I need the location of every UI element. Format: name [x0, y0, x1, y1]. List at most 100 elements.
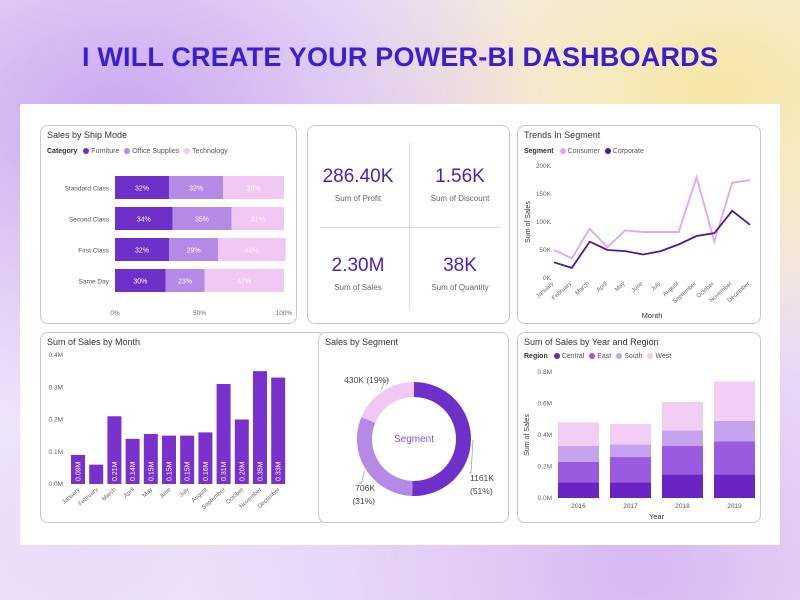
month-bar-april	[125, 438, 140, 484]
trend-legend[interactable]: Segment Consumer Corporate	[524, 148, 647, 155]
trend-x-tick-may: May	[614, 281, 626, 293]
region-y-axis-label: Sum of Sales	[524, 414, 531, 456]
ship-data-label: 23%	[178, 279, 192, 286]
legend-technology[interactable]: Technology	[184, 148, 228, 155]
region-x-tick-2016: 2016	[571, 503, 586, 510]
month-y-tick: 0.1M	[49, 449, 63, 456]
ship-mode-panel[interactable]: Sales by Ship Mode Category Furniture Of…	[40, 125, 297, 324]
region-x-tick-2018: 2018	[675, 503, 690, 510]
ship-data-label: 34%	[137, 217, 151, 224]
region-bar-west-2016	[558, 422, 599, 447]
region-x-axis-label: Year	[649, 512, 665, 521]
month-y-tick: 0.2M	[49, 417, 63, 424]
ship-data-label: 32%	[189, 186, 203, 193]
trend-panel[interactable]: Trends In Segment Segment Consumer Corpo…	[517, 125, 761, 324]
ship-bar-office-supplies-first-class	[169, 238, 219, 261]
region-bar-south-2019	[714, 420, 755, 442]
legend-consumer[interactable]: Consumer	[559, 148, 600, 155]
month-data-label: 0.16M	[203, 461, 210, 481]
region-bar-central-2019	[714, 474, 755, 498]
month-bar-september	[216, 384, 231, 484]
ship-x-tick: 50%	[193, 310, 206, 317]
technology-dot-icon	[184, 148, 191, 154]
ship-data-label: 32%	[135, 248, 149, 255]
ship-mode-legend[interactable]: Category Furniture Office Supplies Techn…	[47, 148, 231, 155]
month-data-label: 0.35M	[258, 461, 265, 481]
trend-y-tick: 0K	[543, 275, 552, 282]
legend-central[interactable]: Central	[553, 353, 584, 360]
page-headline: I WILL CREATE YOUR POWER-BI DASHBOARDS	[81, 42, 719, 72]
region-y-tick: 0.8M	[538, 369, 552, 376]
month-bar-december	[271, 377, 286, 484]
legend-south[interactable]: South	[616, 353, 642, 360]
legend-furniture[interactable]: Furniture	[83, 148, 119, 155]
west-dot-icon	[647, 353, 654, 359]
ship-mode-chart: Standard Class 32% 32% 36% Second Class 34% 35…	[65, 176, 293, 317]
trend-x-tick-april: April	[596, 281, 609, 293]
ship-bar-furniture-same-day	[115, 269, 166, 292]
month-data-label: 0.21M	[112, 461, 119, 481]
region-legend[interactable]: Region Central East South West	[524, 353, 674, 360]
segment-chart: Segment 1161K (51%) 706K (31%) 430K (19%)	[344, 375, 494, 506]
legend-office-label: Office Supplies	[132, 148, 180, 155]
month-bar-august	[198, 432, 213, 484]
ship-category-label-first-class: First Class	[78, 248, 109, 255]
segment-pct-label-consumer: (51%)	[470, 486, 493, 496]
month-x-tick-march: March	[101, 487, 117, 503]
kpi-discount: 1.56K Sum of Discount	[410, 166, 510, 203]
kpi-discount-label: Sum of Discount	[430, 194, 490, 203]
month-bar-january	[71, 454, 85, 484]
month-chart: 0.0M0.1M0.2M0.3M0.4M0.09MJanuaryFebruary…	[49, 352, 286, 511]
month-x-tick-june: June	[159, 487, 173, 501]
trend-y-tick: 200K	[536, 163, 552, 170]
ship-x-tick: 100%	[276, 310, 293, 317]
trend-y-axis-label: Sum of Sales	[525, 201, 532, 243]
segment-pct-label-corporate: (31%)	[352, 496, 375, 506]
legend-west[interactable]: West	[647, 353, 671, 360]
month-panel[interactable]: Sum of Sales by Month 0.0M 0.1M 0.2M 0.3M 0.…	[40, 332, 327, 523]
trend-x-tick-june: June	[631, 281, 645, 295]
kpi-sales: 2.30M Sum of Sales	[308, 255, 408, 292]
kpi-panel: 286.40K Sum of Profit 1.56K Sum of Disco…	[307, 125, 510, 324]
ship-bar-technology-same-day	[204, 269, 284, 292]
region-bar-south-2016	[558, 446, 599, 462]
ship-data-label: 31%	[251, 217, 265, 224]
legend-furniture-label: Furniture	[91, 148, 120, 155]
region-bar-central-2018	[662, 474, 703, 498]
kpi-divider-vertical	[409, 142, 410, 310]
legend-office-supplies[interactable]: Office Supplies	[124, 148, 179, 155]
segment-panel[interactable]: Sales by Segment Segment 1161K (51%) 706K (3…	[318, 332, 509, 523]
kpi-quantity-value: 38K	[443, 255, 477, 276]
region-bar-central-2017	[610, 482, 651, 498]
segment-slice-home-office	[361, 382, 414, 423]
east-dot-icon	[589, 353, 596, 359]
kpi-quantity-label: Sum of Quantity	[431, 283, 489, 292]
corporate-dot-icon	[604, 148, 611, 154]
region-bar-east-2018	[662, 446, 703, 475]
segment-value-label-consumer: 1161K	[470, 473, 494, 483]
trend-y-tick: 50K	[539, 247, 551, 254]
trend-x-axis-label: Month	[642, 311, 663, 320]
region-bar-east-2019	[714, 441, 755, 475]
segment-leader-line	[359, 470, 365, 484]
kpi-sales-value: 2.30M	[331, 255, 385, 276]
trend-legend-title: Segment	[524, 148, 554, 155]
dashboard-canvas: Sales by Ship Mode Category Furniture Of…	[20, 104, 780, 545]
ship-bar-furniture-second-class	[115, 207, 173, 230]
month-data-label: 0.33M	[276, 461, 283, 481]
region-panel[interactable]: Sum of Sales by Year and Region Region C…	[517, 332, 761, 523]
segment-title: Sales by Segment	[325, 337, 399, 347]
month-bar-february	[89, 464, 104, 484]
segment-slice-corporate	[357, 417, 413, 496]
ship-category-label-standard-class: Standard Class	[65, 186, 110, 193]
ship-data-label: 29%	[187, 248, 201, 255]
furniture-dot-icon	[83, 148, 90, 154]
legend-corporate[interactable]: Corporate	[604, 148, 644, 155]
consumer-dot-icon	[559, 148, 566, 154]
ship-data-label: 47%	[237, 279, 251, 286]
month-bar-june	[162, 435, 176, 484]
legend-east[interactable]: East	[589, 353, 611, 360]
region-title: Sum of Sales by Year and Region	[524, 337, 659, 347]
legend-west-label: West	[655, 353, 672, 360]
legend-south-label: South	[624, 353, 643, 360]
